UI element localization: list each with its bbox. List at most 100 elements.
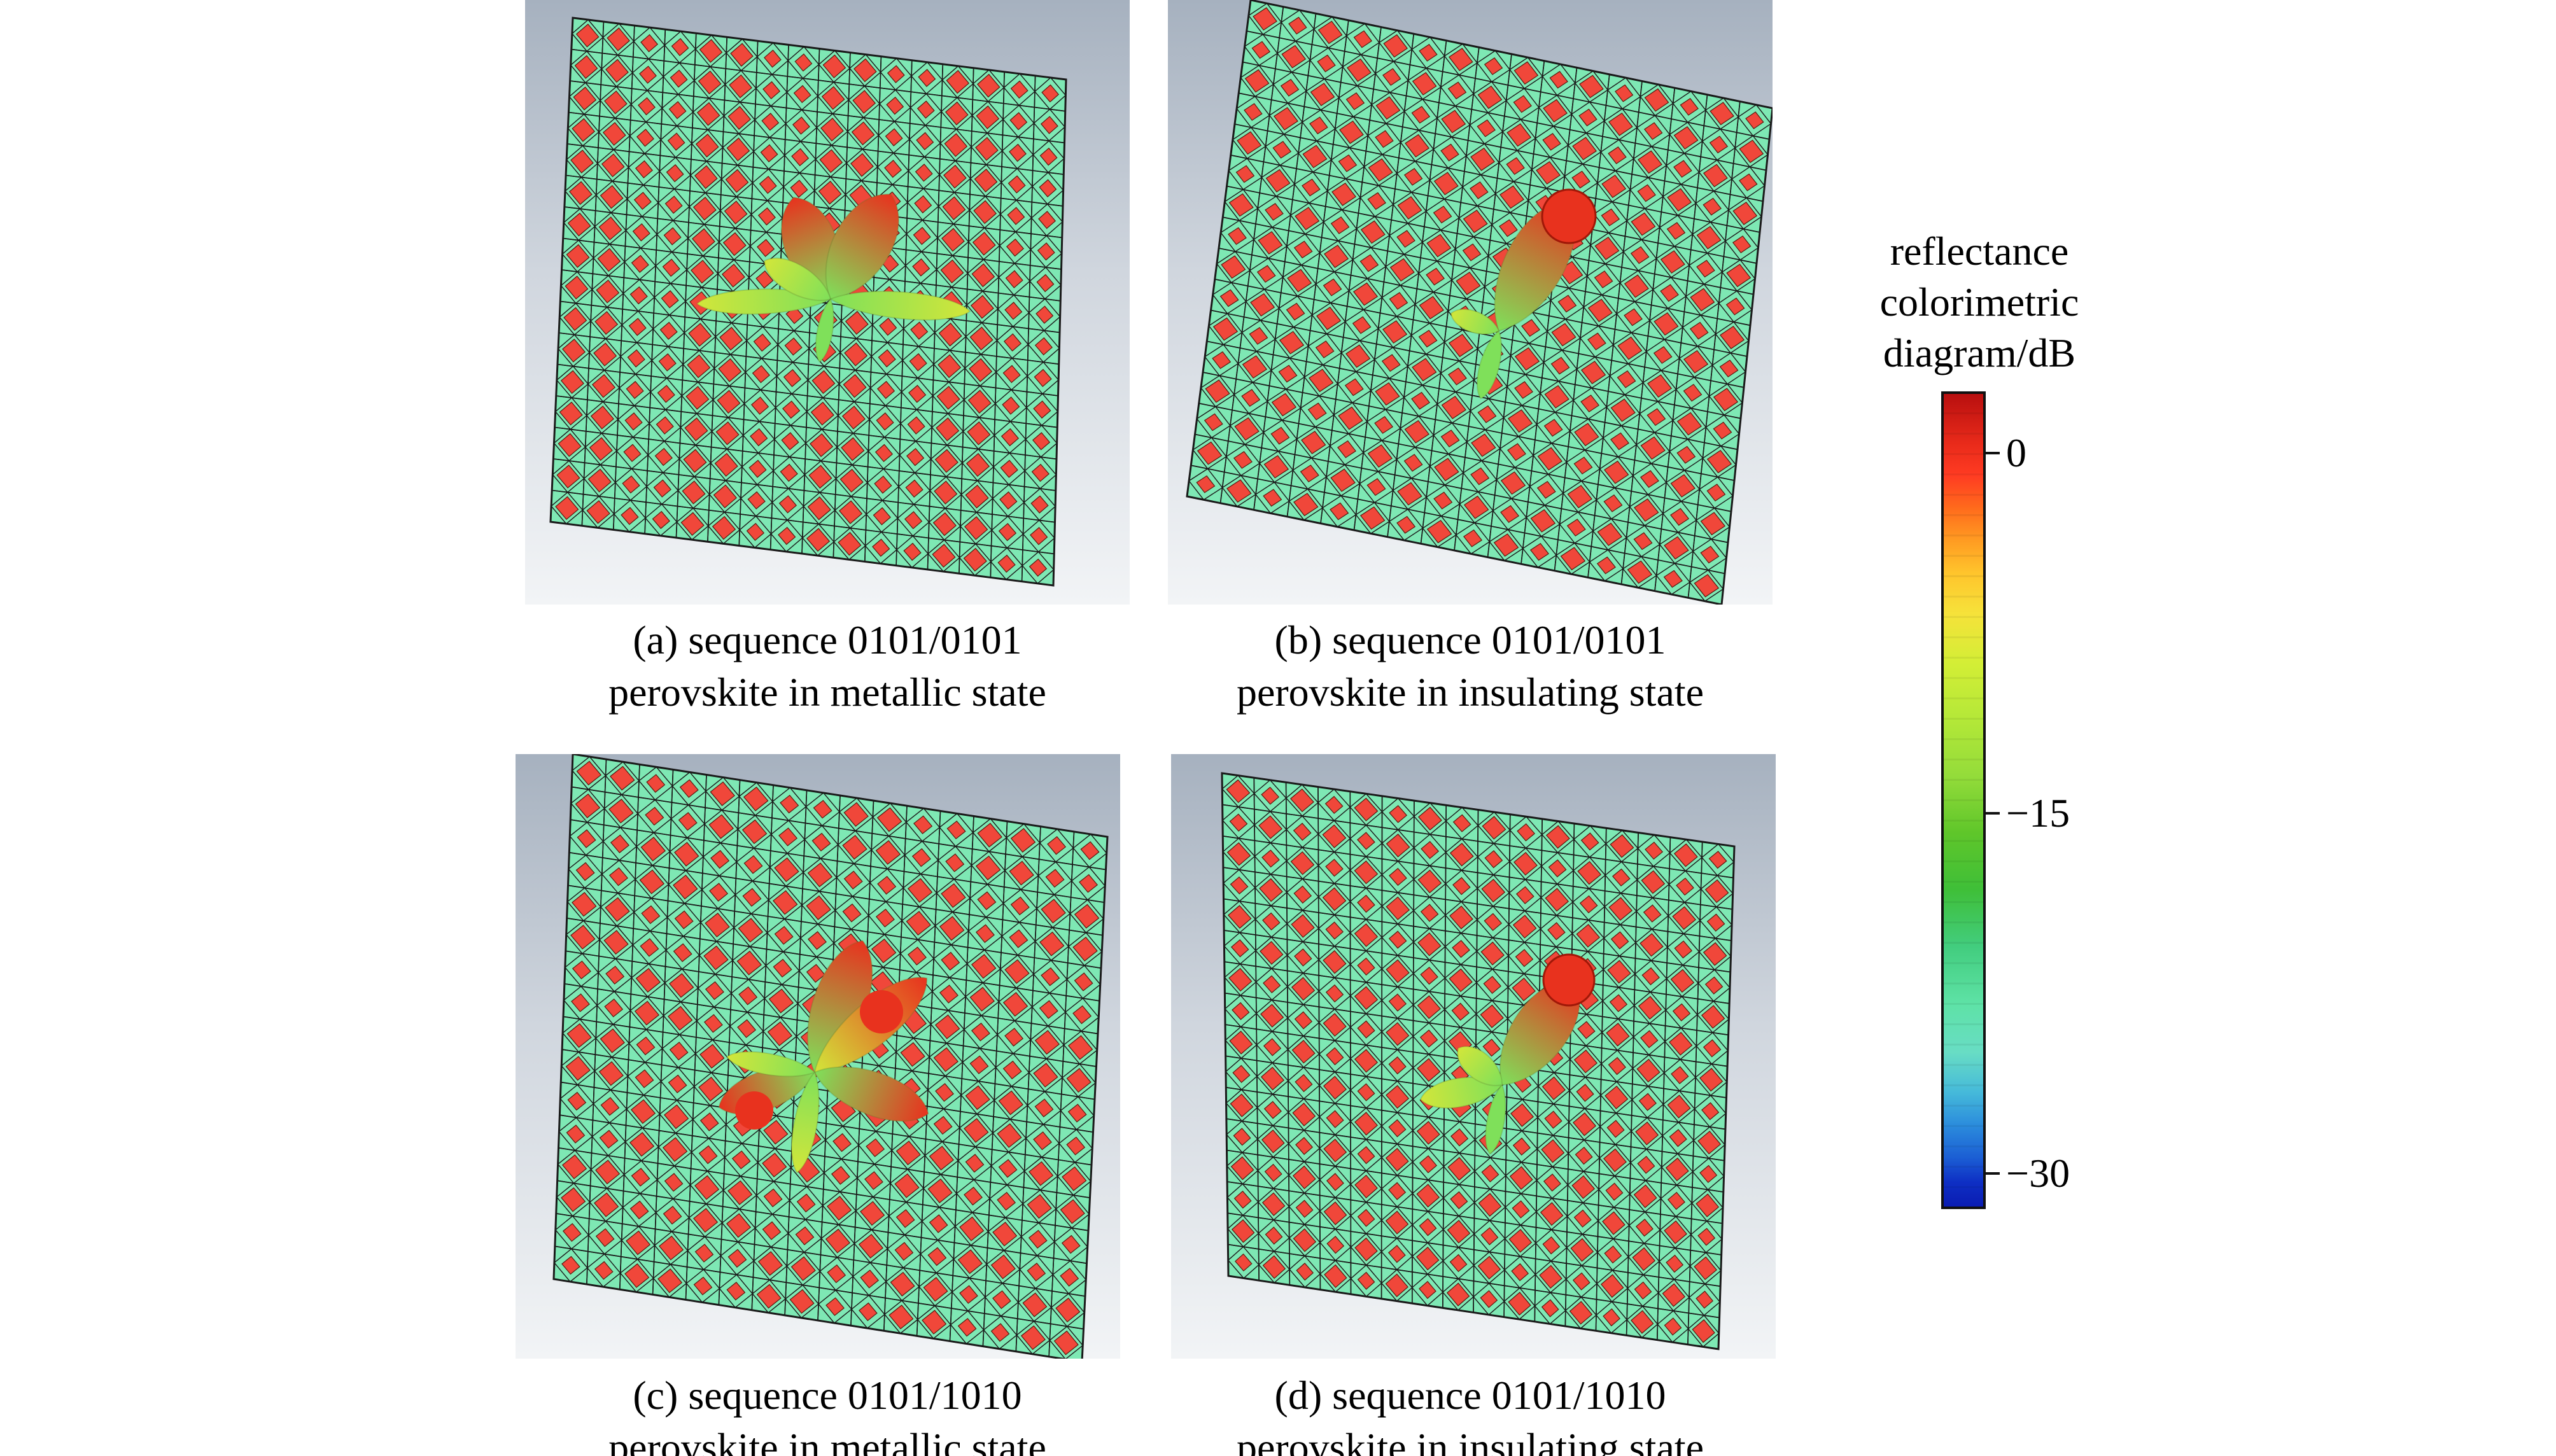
patch-element xyxy=(1449,968,1473,993)
patch-element xyxy=(1294,1011,1313,1030)
patch-element xyxy=(1403,454,1423,472)
patch-element xyxy=(936,386,960,410)
patch-element xyxy=(1354,797,1379,822)
patch-element xyxy=(922,1310,947,1335)
patch-element xyxy=(725,169,749,193)
patch-element xyxy=(1697,1130,1722,1155)
patch-element xyxy=(1417,806,1442,831)
caption-d-line1: (d) sequence 0101/1010 xyxy=(1274,1373,1666,1418)
patch-element xyxy=(668,1074,687,1094)
patch-element xyxy=(575,24,600,48)
patch-element xyxy=(694,1175,720,1200)
patch-element xyxy=(570,150,594,174)
patch-element xyxy=(1386,896,1410,920)
patch-element xyxy=(622,475,640,494)
patch-element xyxy=(645,806,664,826)
patch-element xyxy=(594,311,619,335)
patch-element xyxy=(1420,967,1438,985)
patch-element xyxy=(664,1104,689,1130)
patch-element xyxy=(1480,1004,1504,1028)
patch-element xyxy=(742,888,762,907)
patch-element xyxy=(1696,226,1722,249)
patch-element xyxy=(888,1305,914,1329)
patch-element xyxy=(1368,158,1393,182)
patch-element xyxy=(1233,451,1253,469)
patch-element xyxy=(1009,860,1034,886)
patch-element xyxy=(598,1061,624,1086)
patch-element xyxy=(1263,489,1282,507)
patch-element xyxy=(1030,495,1049,514)
patch-element xyxy=(1434,458,1459,482)
patch-element xyxy=(1004,302,1023,320)
patch-element xyxy=(1301,430,1326,454)
patch-element xyxy=(1325,858,1344,877)
patch-element xyxy=(703,945,729,970)
patch-element xyxy=(1352,316,1372,334)
unit-cell-ring xyxy=(752,1279,787,1313)
patch-element xyxy=(974,168,998,193)
patch-element xyxy=(1638,150,1662,174)
patch-element xyxy=(841,437,865,461)
patch-element xyxy=(1354,986,1379,1010)
patch-element xyxy=(1670,474,1696,498)
patch-element xyxy=(1477,119,1496,137)
patch-element xyxy=(636,1036,656,1056)
patch-element xyxy=(944,101,969,125)
patch-element xyxy=(1197,441,1223,465)
patch-element xyxy=(1643,904,1662,923)
patch-element xyxy=(1419,296,1444,319)
patch-element xyxy=(566,1023,592,1048)
patch-element xyxy=(673,874,698,900)
patch-element xyxy=(629,1131,655,1157)
unit-cell xyxy=(1687,1312,1720,1350)
patch-element xyxy=(907,946,927,966)
patch-element xyxy=(774,857,799,883)
patch-element xyxy=(664,1173,684,1192)
patch-element xyxy=(663,1205,682,1225)
colorbar-title-line2: colorimetric xyxy=(1879,279,2079,325)
patch-element xyxy=(636,129,654,147)
patch-element xyxy=(572,118,596,142)
patch-element xyxy=(1315,340,1335,359)
patch-element xyxy=(1447,81,1467,100)
patch-element xyxy=(1597,522,1622,547)
patch-element xyxy=(878,349,896,368)
patch-element xyxy=(657,384,675,403)
patch-element xyxy=(1403,167,1423,186)
patch-element xyxy=(1002,1060,1022,1080)
patch-element xyxy=(938,323,962,347)
patch-element xyxy=(1041,967,1060,986)
patch-element xyxy=(1696,1291,1714,1309)
patch-element xyxy=(825,1228,851,1254)
beam-lobe xyxy=(726,1051,816,1077)
patch-element xyxy=(1323,1138,1347,1163)
patch-element xyxy=(1631,212,1656,236)
patch-element xyxy=(708,814,734,839)
patch-element xyxy=(698,1076,724,1102)
patch-element xyxy=(705,913,730,938)
patch-element xyxy=(1665,1158,1689,1182)
caption-b-line2: perovskite in insulating state xyxy=(1236,669,1704,715)
unit-cell-ring xyxy=(851,1294,885,1329)
patch-element xyxy=(999,491,1018,510)
patch-element xyxy=(876,381,895,399)
patch-element xyxy=(1664,1220,1687,1245)
patch-element xyxy=(1604,460,1629,484)
patch-element xyxy=(699,1112,719,1131)
patch-element xyxy=(703,1014,723,1033)
patch-element xyxy=(597,248,621,272)
patch-element xyxy=(1610,398,1636,423)
patch-element xyxy=(873,507,891,526)
caption-b-line1: (b) sequence 0101/0101 xyxy=(1274,617,1666,662)
patch-element xyxy=(810,402,834,426)
patch-element xyxy=(942,196,966,220)
patch-element xyxy=(1633,532,1653,550)
patch-element xyxy=(909,353,927,372)
patch-element xyxy=(1354,1237,1378,1261)
patch-element xyxy=(1594,236,1620,260)
patch-element xyxy=(1028,1229,1048,1249)
patch-element xyxy=(1666,221,1686,240)
patch-element xyxy=(730,43,754,67)
colorbar xyxy=(1941,391,1986,1209)
patch-element xyxy=(669,1041,689,1061)
